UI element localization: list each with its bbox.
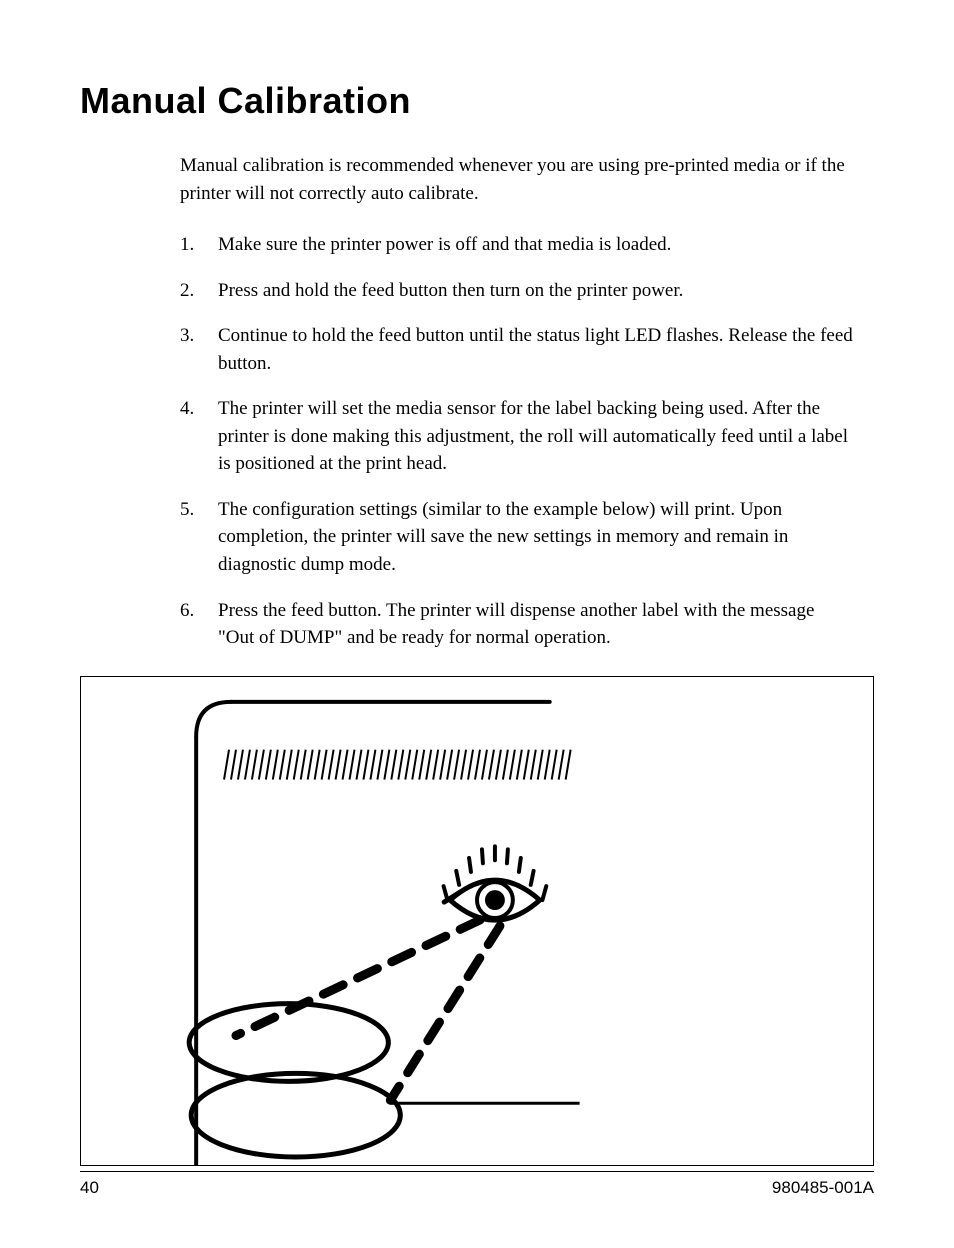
- step-item: The printer will set the media sensor fo…: [180, 395, 854, 478]
- document-id: 980485-001A: [772, 1178, 874, 1198]
- page-heading: Manual Calibration: [80, 80, 874, 122]
- intro-paragraph: Manual calibration is recommended whenev…: [180, 152, 854, 207]
- page-footer: 40 980485-001A: [80, 1171, 874, 1198]
- step-item: Press the feed button. The printer will …: [180, 597, 854, 652]
- calibration-figure: [80, 676, 874, 1166]
- step-item: Make sure the printer power is off and t…: [180, 231, 854, 259]
- step-item: Press and hold the feed button then turn…: [180, 277, 854, 305]
- printer-diagram-svg: [81, 677, 873, 1165]
- steps-list: Make sure the printer power is off and t…: [180, 231, 854, 652]
- step-item: Continue to hold the feed button until t…: [180, 322, 854, 377]
- page-number: 40: [80, 1178, 99, 1198]
- step-item: The configuration settings (similar to t…: [180, 496, 854, 579]
